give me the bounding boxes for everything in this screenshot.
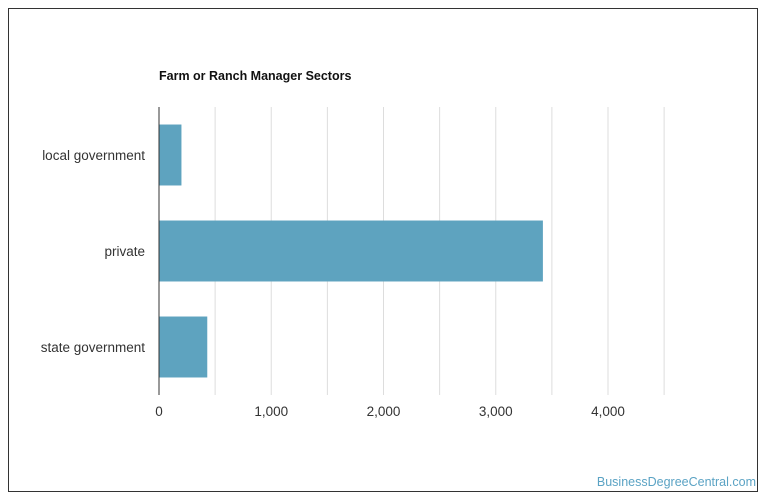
x-tick-label: 0 (155, 404, 163, 419)
x-tick-label: 3,000 (479, 404, 513, 419)
x-tick-label: 1,000 (254, 404, 288, 419)
chart-title: Farm or Ranch Manager Sectors (159, 69, 351, 83)
x-tick-label: 4,000 (591, 404, 625, 419)
category-label: local government (42, 148, 145, 163)
bar-private (159, 220, 543, 282)
x-tick-label: 2,000 (367, 404, 401, 419)
watermark: BusinessDegreeCentral.com (596, 475, 756, 489)
category-label: state government (41, 340, 146, 355)
category-labels: local government private state government (41, 148, 146, 355)
bar-state-government (159, 316, 208, 378)
category-label: private (104, 244, 145, 259)
bar-local-government (159, 124, 182, 186)
bars (159, 124, 543, 378)
x-tick-labels: 0 1,000 2,000 3,000 4,000 (155, 404, 625, 419)
